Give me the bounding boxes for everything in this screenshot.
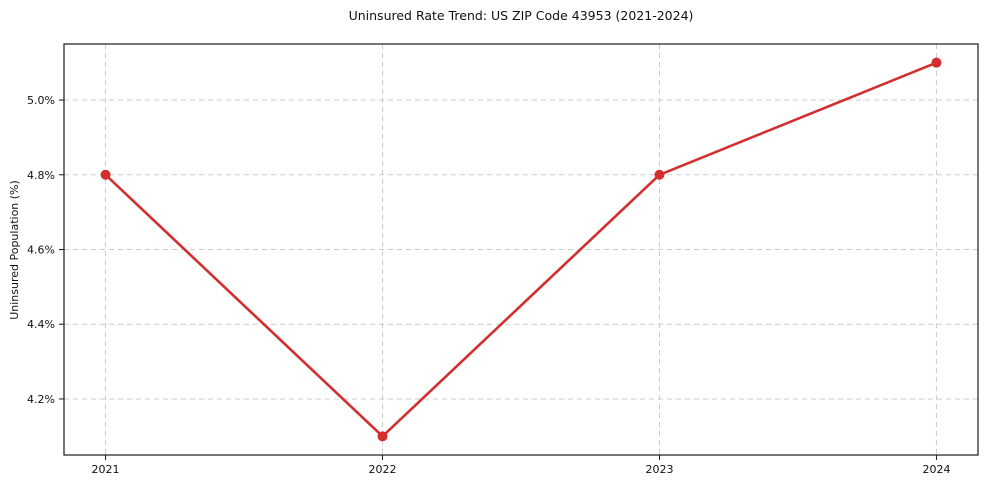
chart-title: Uninsured Rate Trend: US ZIP Code 43953 … (348, 8, 694, 23)
plot-border (63, 43, 979, 456)
data-point-marker (100, 169, 111, 180)
x-tick-label: 2022 (369, 463, 397, 476)
x-tick-label: 2023 (645, 463, 673, 476)
data-point-marker (931, 57, 942, 68)
y-tick-label: 4.8% (27, 169, 55, 182)
trend-line (104, 61, 938, 438)
y-tick-label: 4.4% (27, 318, 55, 331)
y-tick-label: 4.2% (27, 393, 55, 406)
data-point-marker (654, 169, 665, 180)
y-tick-label: 5.0% (27, 94, 55, 107)
y-tick-label: 4.6% (27, 244, 55, 257)
x-tick-label: 2024 (922, 463, 950, 476)
x-tick-label: 2021 (92, 463, 120, 476)
data-point-marker (377, 431, 388, 442)
